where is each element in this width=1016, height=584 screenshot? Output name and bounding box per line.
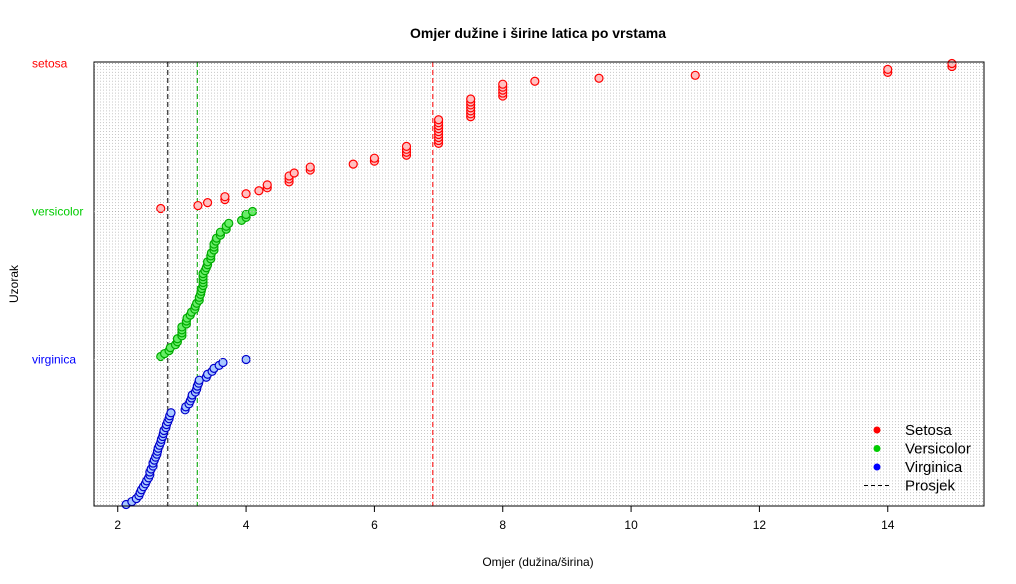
group-labels: setosa versicolor virginica	[32, 56, 984, 366]
x-tick-label: 6	[371, 518, 378, 532]
point-setosa	[498, 79, 508, 89]
x-tick-label: 2	[114, 518, 121, 532]
x-axis: 2 4 6 8 10 12 14	[114, 506, 895, 532]
grid	[94, 62, 984, 506]
point-setosa	[433, 115, 444, 125]
point-versicolor	[224, 218, 234, 228]
legend-marker	[873, 463, 881, 471]
point-setosa	[193, 200, 203, 211]
point-setosa	[348, 159, 358, 169]
point-virginica	[218, 357, 228, 368]
point-virginica	[241, 354, 251, 365]
point-setosa	[262, 180, 272, 190]
legend-label: Virginica	[905, 459, 963, 476]
chart-title: Omjer dužine i širine latica po vrstama	[410, 25, 666, 41]
point-setosa	[156, 203, 166, 214]
data-points	[121, 58, 957, 510]
point-setosa	[883, 64, 893, 75]
y-axis-label: Uzorak	[7, 264, 21, 303]
point-setosa	[241, 189, 251, 199]
x-tick-label: 14	[881, 518, 895, 532]
group-label: virginica	[32, 352, 76, 366]
legend-marker	[873, 426, 881, 434]
legend-label: Prosjek	[905, 478, 956, 495]
point-versicolor	[247, 206, 258, 217]
plot-frame	[93, 61, 985, 507]
point-setosa	[305, 162, 315, 172]
point-setosa	[254, 186, 264, 196]
point-setosa	[530, 76, 540, 86]
legend-label: Setosa	[905, 422, 952, 439]
group-label: setosa	[32, 56, 68, 70]
x-tick-label: 8	[499, 518, 506, 532]
x-tick-label: 10	[624, 518, 638, 532]
point-setosa	[369, 153, 380, 163]
point-setosa	[690, 70, 700, 80]
mean-lines	[167, 62, 434, 506]
point-setosa	[202, 198, 213, 208]
legend-label: Versicolor	[905, 441, 971, 458]
x-tick-label: 4	[243, 518, 250, 532]
point-setosa	[466, 94, 476, 104]
group-label: versicolor	[32, 204, 83, 218]
point-setosa	[220, 192, 230, 202]
point-setosa	[594, 73, 604, 83]
legend-marker	[873, 445, 881, 452]
x-tick-label: 12	[753, 518, 767, 532]
point-virginica	[166, 408, 176, 418]
point-setosa	[401, 141, 412, 151]
x-axis-label: Omjer (dužina/širina)	[482, 555, 593, 569]
point-setosa	[289, 168, 299, 178]
